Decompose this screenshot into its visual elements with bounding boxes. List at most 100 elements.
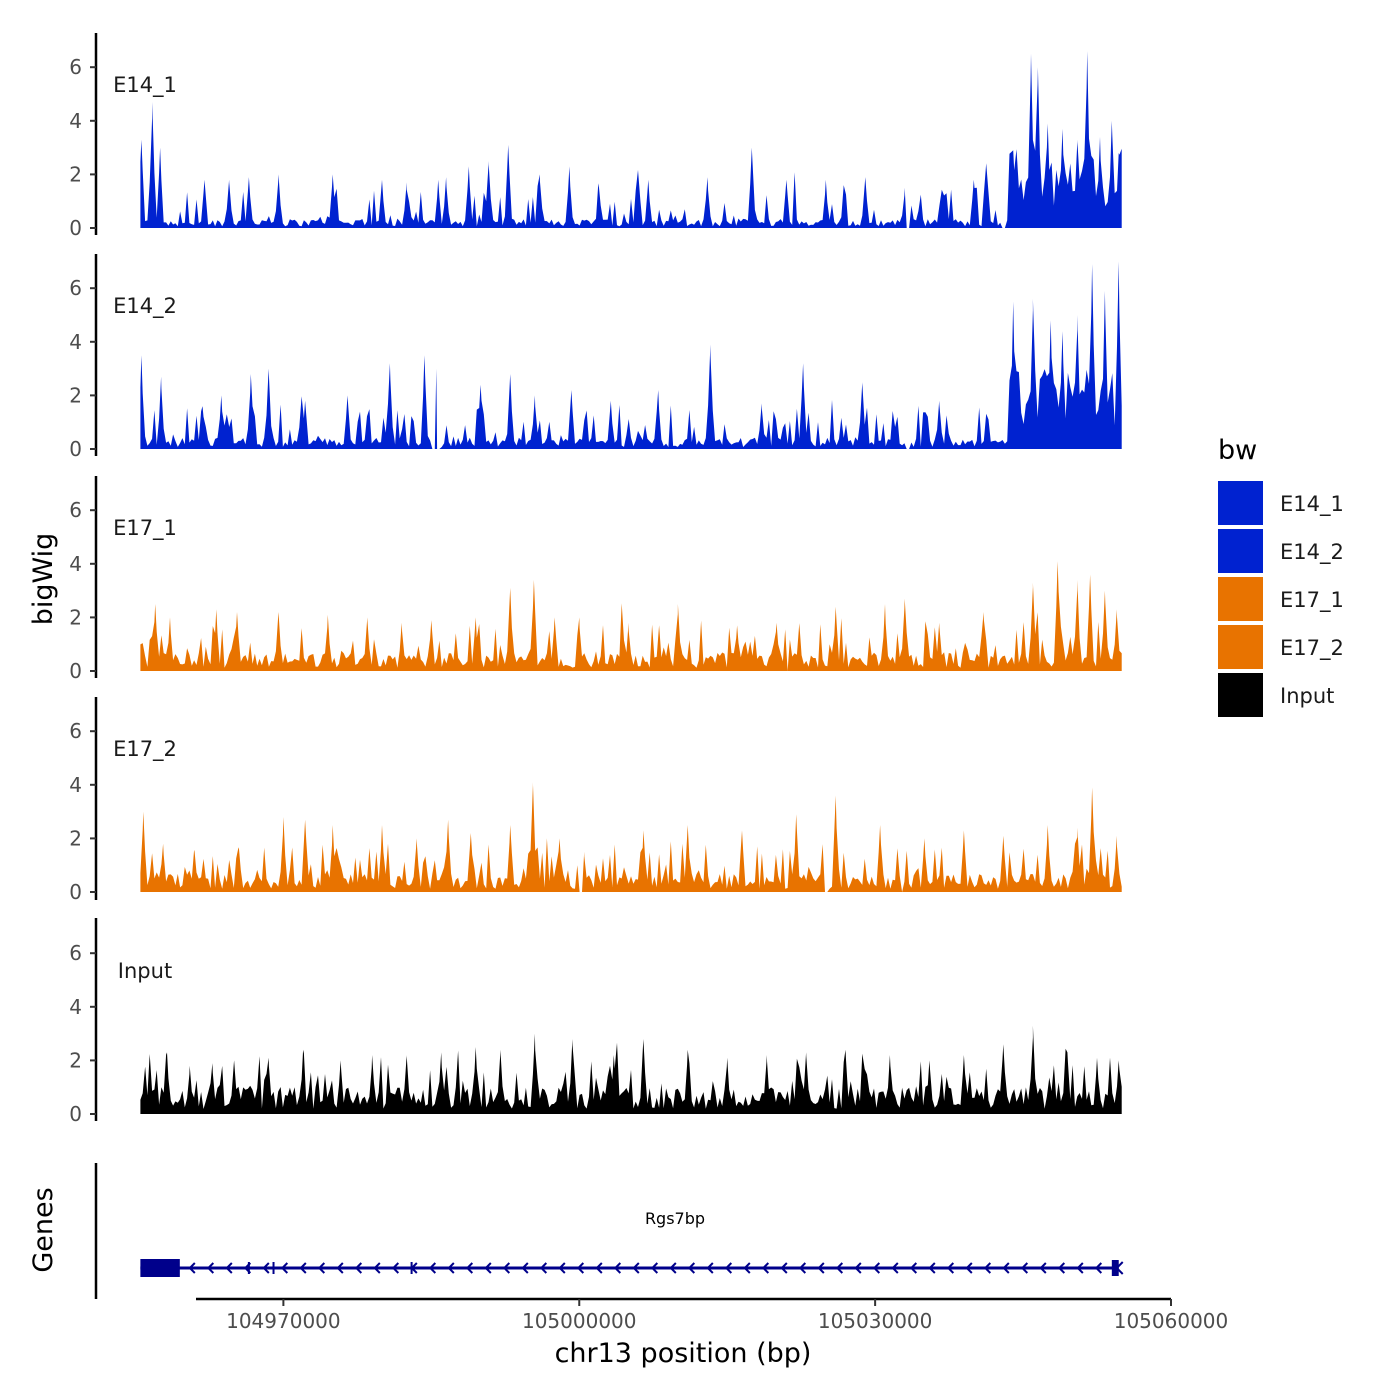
- x-tick-label: 105030000: [818, 1309, 933, 1333]
- track-Input: 0 2 4 6 Input: [69, 918, 1122, 1126]
- x-axis-title: chr13 position (bp): [555, 1338, 812, 1369]
- y-tick-label: 0: [69, 880, 82, 904]
- legend-title: bw: [1218, 435, 1257, 466]
- strand-arrow: [1057, 1262, 1066, 1274]
- strand-arrow: [761, 1262, 770, 1274]
- strand-arrow: [983, 1262, 992, 1274]
- y-tick-label: 0: [69, 437, 82, 461]
- y-axis-title: bigWig: [28, 533, 59, 626]
- y-tick-label: 2: [69, 383, 82, 407]
- strand-arrow: [1115, 1261, 1124, 1275]
- signal-area-Input: [140, 1025, 1122, 1114]
- strand-arrow: [447, 1262, 455, 1274]
- strand-arrow: [354, 1262, 363, 1274]
- y-tick-label: 4: [69, 552, 82, 576]
- legend-label: E14_2: [1280, 540, 1344, 565]
- strand-arrow: [891, 1262, 899, 1274]
- legend-label: Input: [1280, 684, 1334, 708]
- legend-key-E17_1: [1218, 577, 1263, 621]
- strand-arrow: [465, 1262, 474, 1274]
- y-tick-label: 4: [69, 109, 82, 133]
- track-E17_2: 0 2 4 6 E17_2: [69, 697, 1122, 904]
- strand-arrow: [299, 1262, 307, 1274]
- strand-arrow: [595, 1262, 603, 1274]
- strand-arrow: [262, 1262, 270, 1274]
- legend-key-E14_1: [1218, 481, 1263, 525]
- strand-arrow: [965, 1262, 973, 1274]
- strand-arrow: [946, 1262, 955, 1274]
- strand-arrow: [188, 1262, 196, 1274]
- legend-key-Input: [1218, 673, 1263, 717]
- y-tick-label: 2: [69, 605, 82, 629]
- strand-arrow: [632, 1262, 640, 1274]
- strand-arrow: [743, 1262, 751, 1274]
- legend-key-E14_2: [1218, 529, 1263, 573]
- strand-arrow: [909, 1262, 918, 1274]
- gene-exon-end: [1111, 1260, 1119, 1276]
- strand-arrow: [1020, 1262, 1029, 1274]
- panel-label: E14_1: [113, 73, 177, 98]
- strand-arrow: [336, 1262, 344, 1274]
- strand-arrow: [687, 1262, 696, 1274]
- legend-label: E14_1: [1280, 492, 1344, 517]
- strand-arrow: [1076, 1262, 1084, 1274]
- x-tick-label: 104970000: [226, 1309, 341, 1333]
- strand-arrow: [206, 1262, 215, 1274]
- strand-arrow: [650, 1262, 659, 1274]
- y-tick-label: 4: [69, 995, 82, 1019]
- y-tick-label: 4: [69, 773, 82, 797]
- strand-arrow: [428, 1262, 437, 1274]
- strand-arrow: [410, 1262, 418, 1274]
- y-tick-label: 0: [69, 659, 82, 683]
- strand-arrow: [280, 1262, 289, 1274]
- legend-label: E17_1: [1280, 588, 1344, 613]
- genes-track: Genes Rgs7bp: [28, 1163, 1124, 1299]
- strand-arrow: [706, 1262, 714, 1274]
- y-tick-label: 6: [69, 276, 82, 300]
- panel-label: E14_2: [113, 294, 177, 319]
- strand-arrow: [225, 1262, 233, 1274]
- signal-area-E14_2: [140, 261, 1122, 449]
- gene-exon-block: [140, 1259, 180, 1277]
- strand-arrow: [373, 1262, 381, 1274]
- strand-arrow: [613, 1262, 622, 1274]
- legend-label: E17_2: [1280, 636, 1344, 661]
- strand-arrow: [502, 1262, 511, 1274]
- y-tick-label: 0: [69, 216, 82, 240]
- y-tick-label: 6: [69, 498, 82, 522]
- strand-arrow: [521, 1262, 529, 1274]
- x-axis: chr13 position (bp) 104970000 105000000 10…: [196, 1297, 1229, 1369]
- strand-arrow: [243, 1262, 252, 1274]
- strand-arrow: [484, 1262, 492, 1274]
- strand-arrow: [558, 1262, 566, 1274]
- y-tick-label: 2: [69, 1048, 82, 1072]
- strand-arrow: [872, 1262, 881, 1274]
- strand-arrow: [928, 1262, 936, 1274]
- signal-area-E14_1: [140, 51, 1122, 228]
- signal-area-E17_1: [140, 561, 1122, 671]
- x-tick-label: 105060000: [1114, 1309, 1229, 1333]
- strand-arrow: [576, 1262, 585, 1274]
- strand-arrow: [817, 1262, 825, 1274]
- genes-track-title: Genes: [28, 1187, 59, 1272]
- y-tick-label: 4: [69, 330, 82, 354]
- legend: bw E14_1 E14_2 E17_1 E17_2 Input: [1218, 435, 1344, 717]
- strand-arrow: [1094, 1262, 1103, 1274]
- strand-arrow: [539, 1262, 548, 1274]
- legend-key-E17_2: [1218, 625, 1263, 669]
- track-E14_2: 0 2 4 6 E14_2: [69, 254, 1122, 461]
- y-tick-label: 6: [69, 55, 82, 79]
- strand-arrow: [317, 1262, 326, 1274]
- strand-arrow: [798, 1262, 807, 1274]
- strand-arrow: [391, 1262, 400, 1274]
- y-tick-label: 2: [69, 162, 82, 186]
- y-tick-label: 6: [69, 941, 82, 965]
- panel-label: E17_1: [113, 516, 177, 541]
- gene-label: Rgs7bp: [645, 1209, 705, 1228]
- signal-area-E17_2: [140, 782, 1122, 892]
- track-E17_1: 0 2 4 6 E17_1: [69, 476, 1122, 683]
- y-tick-label: 0: [69, 1102, 82, 1126]
- strand-arrow: [669, 1262, 677, 1274]
- strand-arrow: [780, 1262, 788, 1274]
